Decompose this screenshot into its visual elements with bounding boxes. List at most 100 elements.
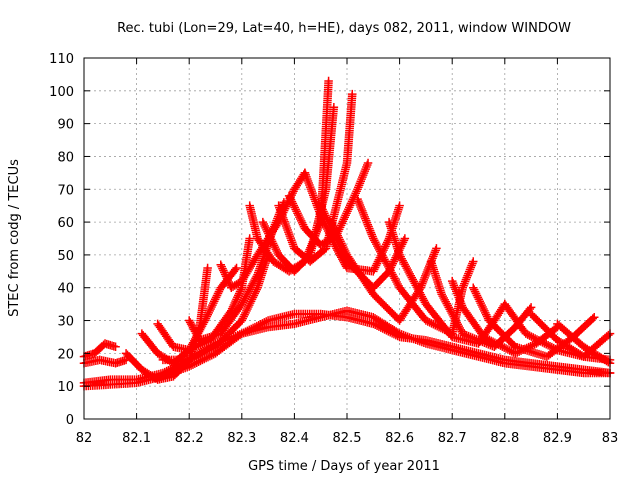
data-point: [226, 327, 236, 336]
data-point: [529, 312, 539, 322]
data-point: [387, 308, 397, 318]
y-axis-ticks: 0 10 20 30 40 50 60 70 80 90 100 110: [49, 52, 610, 428]
y-tick-label: 70: [57, 183, 74, 198]
data-point: [363, 158, 373, 168]
data-point: [545, 328, 554, 337]
y-tick-label: 10: [57, 380, 74, 395]
data-point: [379, 300, 389, 310]
data-point: [222, 331, 231, 341]
y-tick-label: 100: [49, 85, 74, 100]
data-point: [245, 234, 254, 243]
data-point: [526, 309, 536, 319]
x-tick-label: 82.4: [280, 431, 309, 446]
data-point: [229, 324, 239, 333]
data-point: [507, 339, 517, 348]
data-point: [220, 333, 230, 342]
x-axis-ticks: 82 82.1 82.2 82.3 82.4 82.5 82.6 82.7 82.8 82.9 83: [76, 58, 619, 446]
data-point: [550, 332, 559, 342]
x-tick-label: 82.6: [385, 431, 414, 446]
y-tick-label: 80: [57, 150, 74, 165]
y-tick-label: 50: [57, 249, 74, 264]
data-point: [540, 323, 550, 333]
data-point: [500, 331, 509, 341]
data-point: [212, 341, 222, 350]
data-point: [234, 319, 243, 328]
x-tick-label: 82.9: [543, 431, 572, 446]
data-point: [536, 318, 545, 328]
data-point: [537, 320, 547, 330]
data-point: [539, 322, 548, 331]
x-tick-label: 82.3: [227, 431, 256, 446]
data-point: [370, 291, 380, 301]
data-point: [489, 320, 498, 330]
y-axis-label: STEC from codg / TECUs: [7, 159, 22, 317]
data-point: [381, 302, 390, 311]
data-point: [373, 294, 383, 304]
series-14: [284, 158, 373, 250]
data-point: [497, 328, 506, 338]
data-point: [382, 303, 392, 313]
y-tick-label: 40: [57, 282, 74, 297]
data-point: [214, 339, 223, 348]
chart-title: Rec. tubi (Lon=29, Lat=40, h=HE), days 0…: [117, 21, 571, 36]
data-point: [468, 257, 478, 266]
data-point: [490, 322, 500, 331]
series-22: [468, 283, 599, 361]
y-tick-label: 30: [57, 315, 74, 330]
y-tick-label: 90: [57, 118, 74, 133]
series-13: [274, 89, 357, 266]
x-tick-label: 82.2: [175, 431, 204, 446]
data-point: [400, 234, 410, 243]
data-point: [494, 325, 503, 335]
data-point: [223, 330, 233, 339]
data-point: [211, 342, 220, 352]
data-point: [324, 76, 333, 86]
series-24: [526, 309, 615, 365]
data-point: [231, 322, 240, 331]
data-point: [546, 329, 556, 339]
series-18: [353, 194, 478, 338]
data-point: [548, 331, 558, 340]
data-point: [390, 311, 400, 321]
data-point: [533, 315, 542, 325]
series-25: [553, 319, 615, 368]
x-tick-label: 82.7: [438, 431, 467, 446]
data-point: [225, 328, 234, 338]
data-point: [528, 311, 537, 320]
data-point: [492, 324, 502, 333]
data-point: [376, 297, 386, 307]
data-points: [79, 76, 615, 391]
data-point: [498, 330, 508, 339]
data-point: [501, 333, 511, 342]
x-tick-label: 82: [76, 431, 93, 446]
data-point: [542, 325, 551, 334]
data-point: [531, 314, 540, 323]
x-tick-label: 82.5: [333, 431, 362, 446]
data-point: [432, 244, 441, 253]
data-point: [484, 316, 494, 325]
data-point: [228, 325, 237, 335]
series-6: [137, 263, 241, 368]
data-point: [589, 313, 599, 322]
x-tick-label: 83: [602, 431, 619, 446]
data-point: [369, 290, 378, 299]
data-point: [111, 342, 120, 352]
data-point: [503, 334, 512, 344]
x-axis-label: GPS time / Days of year 2011: [248, 459, 440, 474]
data-point: [215, 337, 225, 347]
data-point: [395, 201, 404, 210]
data-point: [534, 317, 544, 326]
series-23: [500, 299, 615, 361]
x-tick-label: 82.8: [490, 431, 519, 446]
data-point: [506, 337, 515, 347]
data-point: [217, 336, 226, 345]
data-point: [487, 319, 497, 328]
data-point: [495, 327, 505, 336]
y-tick-label: 110: [49, 52, 74, 67]
data-point: [543, 326, 553, 336]
data-point: [232, 263, 241, 273]
y-tick-label: 60: [57, 216, 74, 231]
data-point: [504, 336, 514, 345]
data-point: [384, 305, 394, 314]
